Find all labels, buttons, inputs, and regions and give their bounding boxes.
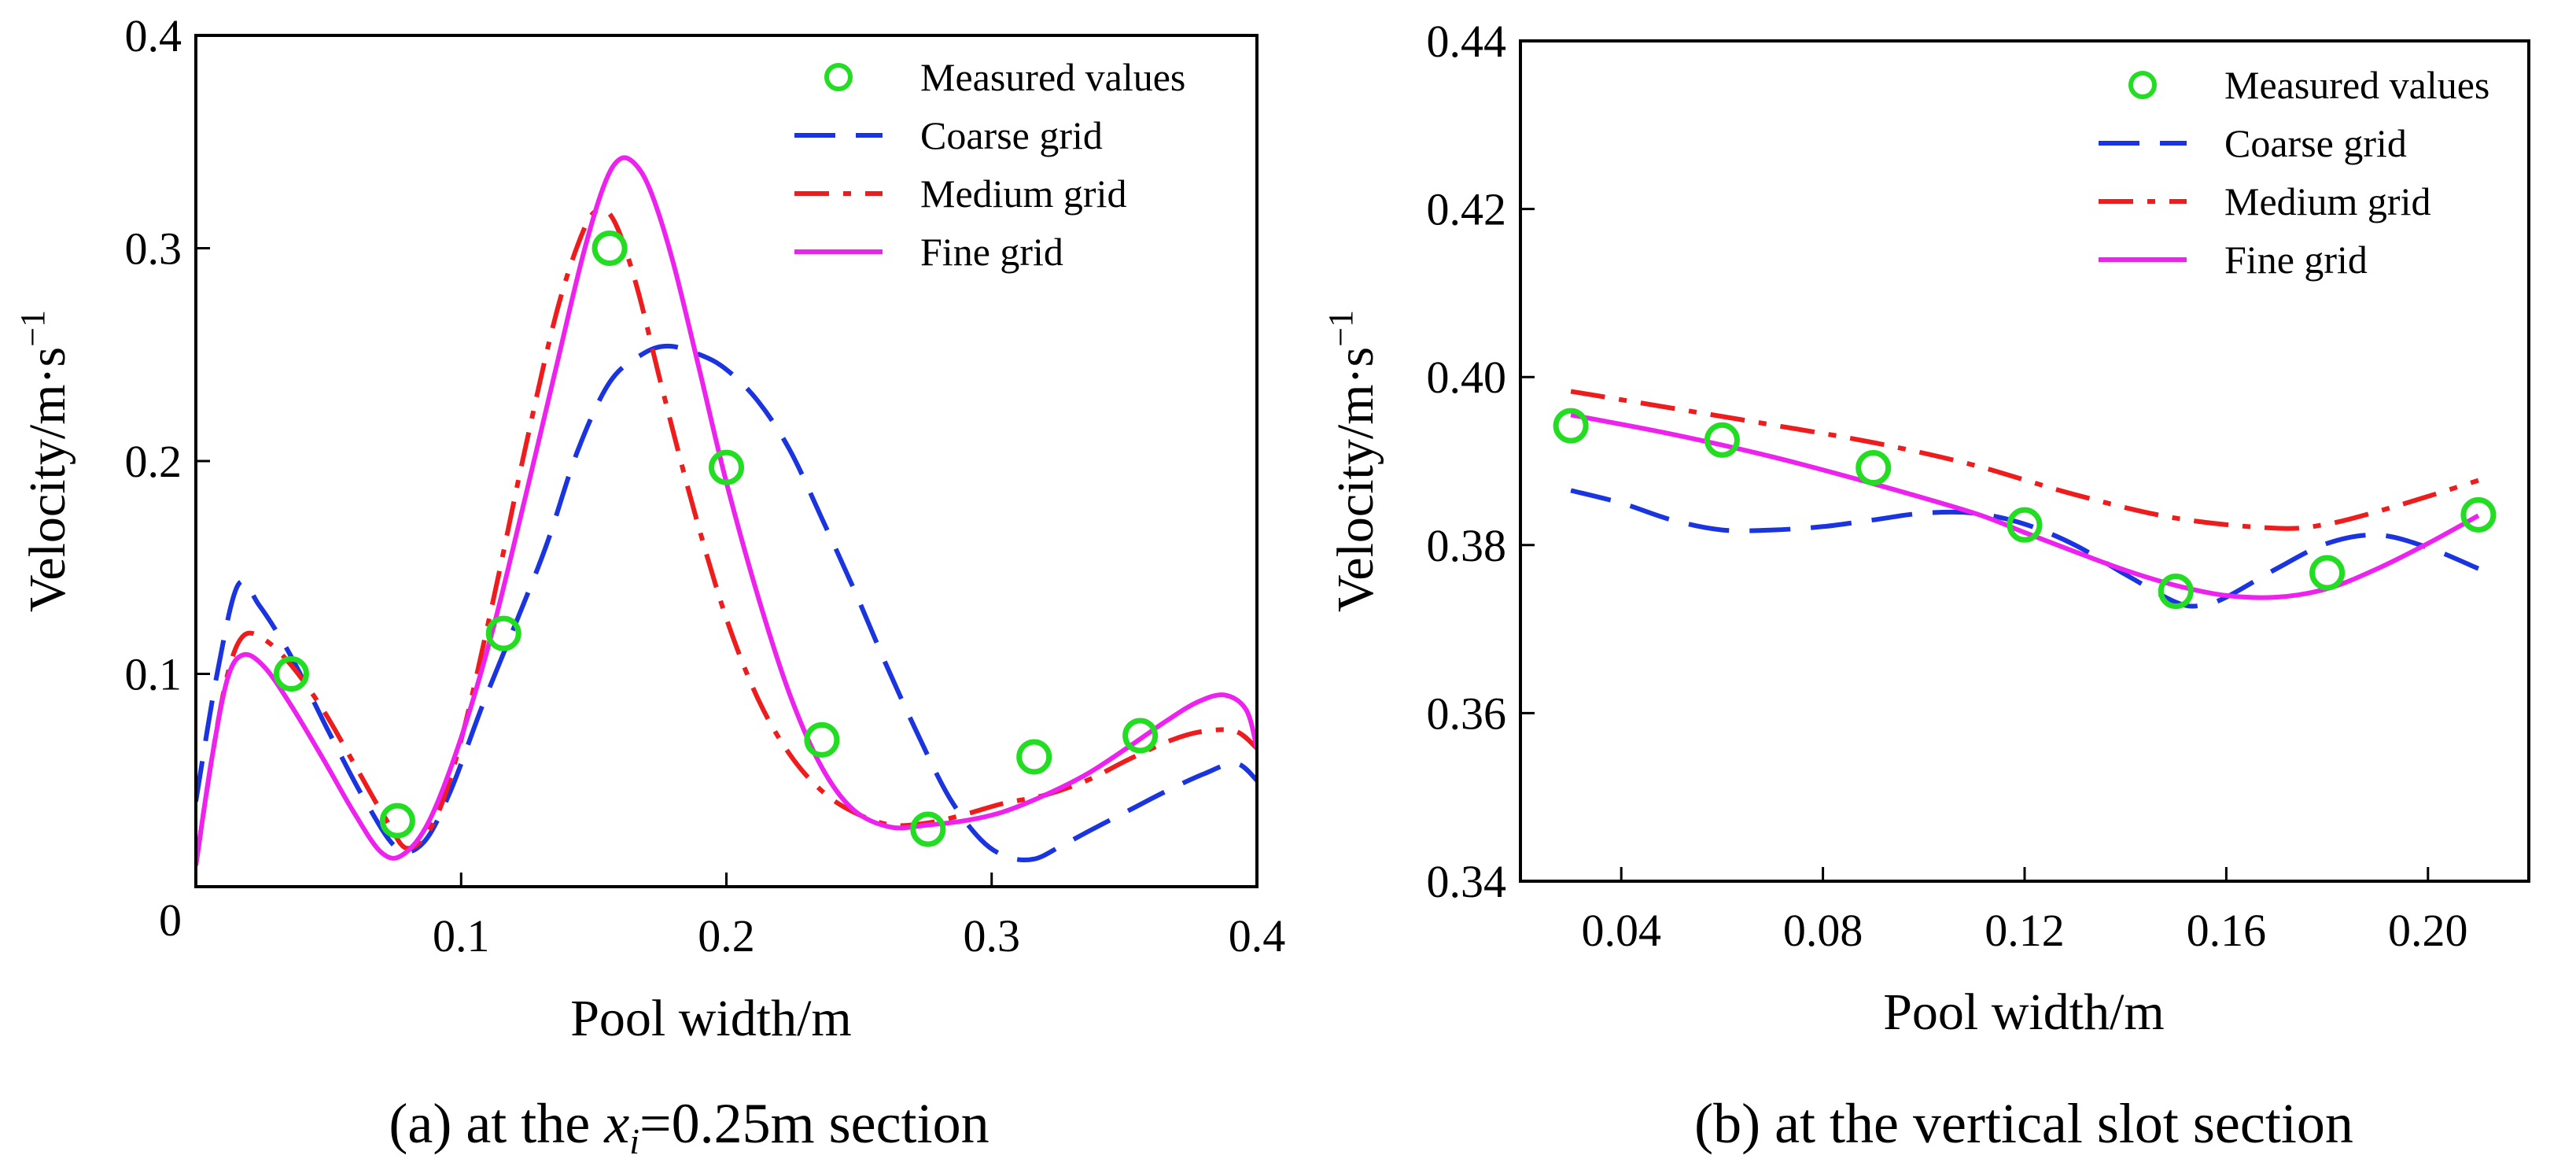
y-tick-label-a: 0.2: [125, 436, 182, 487]
tick-group-a: 0.1 0.2 0.3 0.4 0 0.1 0.2 0.3 0.4: [125, 10, 1286, 961]
legend-label-measured-valuesb: Measured values: [2224, 63, 2489, 107]
legend-label-fine-grida: Fine grid: [920, 230, 1063, 274]
y-tick-label-b: 0.42: [1427, 184, 1507, 235]
chart-panel-b: 0.04 0.08 0.12 0.16 0.20 0.34 0.36 0.38 0.40 0.42…: [1321, 16, 2530, 1155]
series-line-fine-grida: [196, 155, 1257, 866]
x-axis-title-a: Pool width/m: [570, 990, 852, 1047]
caption-a: (a) at the xi=0.25m section: [389, 1092, 989, 1161]
x-tick-label-a: 0.1: [433, 910, 490, 961]
markers-layer-b: [1553, 408, 2497, 610]
data-point-measured-b: [1856, 450, 1892, 486]
x-axis-title-b: Pool width/m: [1883, 983, 2165, 1041]
x-tick-label-b: 0.12: [1985, 905, 2065, 956]
y-tick-label-b: 0.34: [1427, 856, 1507, 907]
data-point-measured-b: [2158, 574, 2194, 610]
y-tick-label-b: 0.36: [1427, 688, 1507, 739]
y-axis-title-a: Velocity/m·s−1: [13, 310, 76, 612]
series-line-coarse-grida: [196, 343, 1257, 863]
legend-label-medium-grida: Medium grid: [920, 172, 1126, 216]
y-axis-title-b: Velocity/m·s−1: [1321, 310, 1384, 612]
data-point-measured-a: [1016, 739, 1052, 775]
series-line-medium-gridb: [1570, 389, 2479, 531]
plot-frame-b: [1519, 39, 2530, 883]
series-line-fine-gridb: [1570, 412, 2480, 600]
data-point-measured-a: [709, 449, 744, 485]
legend-label-fine-gridb: Fine grid: [2224, 238, 2368, 282]
series-line-coarse-gridb: [1570, 488, 2480, 609]
series-line-medium-grida: [196, 207, 1257, 866]
y-tick-label-b: 0.40: [1427, 352, 1507, 403]
data-point-measured-a: [804, 721, 840, 758]
x-tick-label-a: 0.3: [964, 910, 1021, 961]
data-point-measured-b: [1553, 408, 1589, 444]
series-layer-a: [196, 155, 1257, 866]
y-tick-label-b: 0.38: [1427, 520, 1507, 571]
data-point-measured-a: [485, 615, 521, 651]
x-tick-label-a: 0.2: [698, 910, 755, 961]
legend-label-measured-valuesa: Measured values: [920, 55, 1185, 99]
legend-b: Measured values Coarse grid Medium grid Fin…: [2099, 63, 2489, 282]
caption-b: (b) at the vertical slot section: [1694, 1092, 2353, 1155]
x-tick-label-b: 0.20: [2388, 905, 2468, 956]
data-point-measured-a: [379, 803, 415, 839]
legend-label-coarse-grida: Coarse grid: [920, 113, 1103, 157]
markers-layer-a: [273, 231, 1159, 847]
chart-panel-a: 0.1 0.2 0.3 0.4 0 0.1 0.2 0.3 0.4 Measured value…: [13, 10, 1285, 1161]
x-tick-label-a: 0.4: [1229, 910, 1286, 961]
x-tick-label-b: 0.08: [1783, 905, 1863, 956]
tick-group-b: 0.04 0.08 0.12 0.16 0.20 0.34 0.36 0.38 0.40 0.42…: [1427, 16, 2468, 956]
legend-label-coarse-gridb: Coarse grid: [2224, 121, 2407, 165]
data-point-measured-a: [273, 656, 309, 692]
data-point-measured-b: [2309, 555, 2346, 591]
y-tick-label-a: 0: [159, 895, 182, 946]
series-layer-b: [1570, 389, 2480, 609]
legend-a: Measured values Coarse grid Medium grid Fin…: [794, 55, 1185, 274]
data-point-measured-a: [910, 811, 946, 847]
x-tick-label-b: 0.16: [2187, 905, 2267, 956]
y-tick-label-a: 0.3: [125, 223, 182, 275]
data-point-measured-a: [591, 231, 628, 266]
data-point-measured-b: [2460, 496, 2497, 533]
legend-marker-measured-valuesa: [824, 63, 853, 91]
data-point-measured-b: [1704, 422, 1740, 458]
legend-marker-measured-valuesb: [2128, 71, 2157, 99]
y-tick-label-a: 0.4: [125, 10, 182, 61]
data-point-measured-a: [1122, 718, 1159, 754]
plot-frame-a: [194, 34, 1259, 888]
y-tick-label-b: 0.44: [1427, 16, 1507, 67]
y-tick-label-a: 0.1: [125, 649, 182, 700]
x-tick-label-b: 0.04: [1581, 905, 1661, 956]
data-point-measured-b: [2007, 507, 2043, 543]
legend-label-medium-gridb: Medium grid: [2224, 179, 2430, 223]
